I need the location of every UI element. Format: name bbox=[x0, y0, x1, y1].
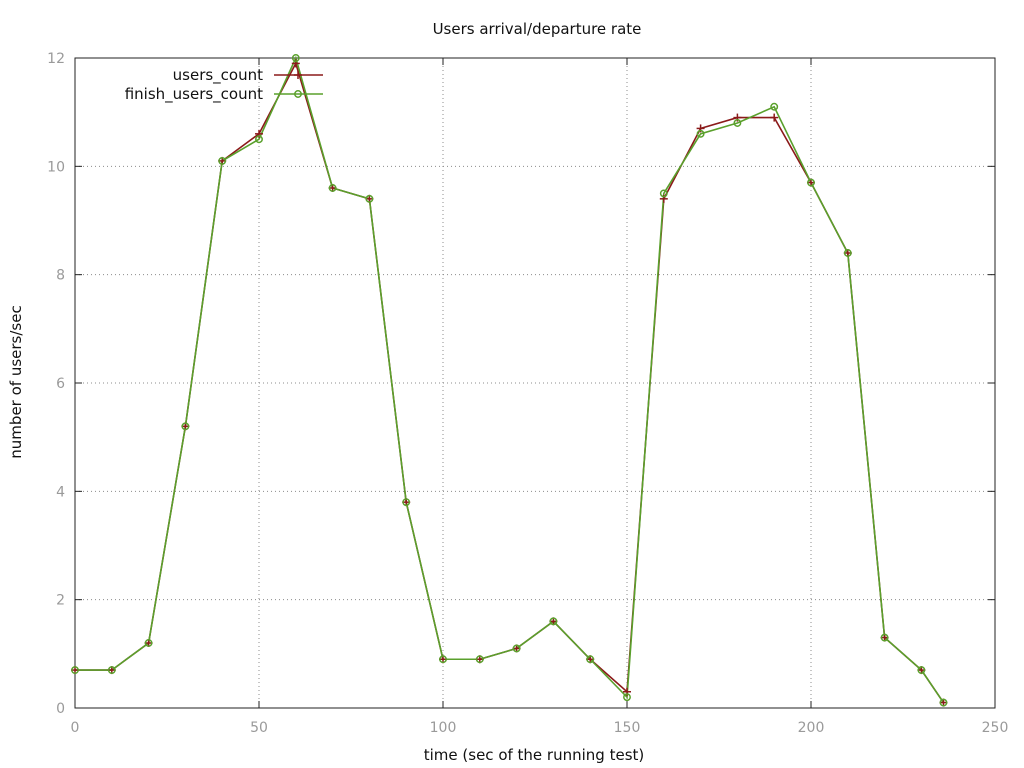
data-point-finish-users-count bbox=[549, 617, 558, 626]
x-tick-label: 250 bbox=[982, 720, 1009, 736]
data-point-finish-users-count bbox=[439, 655, 447, 664]
series-markers bbox=[71, 54, 948, 707]
y-tick-label: 4 bbox=[56, 484, 65, 500]
data-point-finish-users-count bbox=[107, 666, 116, 675]
y-tick-label: 8 bbox=[56, 268, 65, 284]
y-axis-title: number of users/sec bbox=[7, 305, 25, 458]
x-tick-label: 150 bbox=[614, 720, 641, 736]
data-point-finish-users-count bbox=[843, 249, 852, 257]
data-point-finish-users-count bbox=[586, 655, 595, 664]
x-tick-label: 0 bbox=[71, 720, 80, 736]
y-tick-label: 12 bbox=[47, 51, 65, 67]
grid bbox=[75, 58, 995, 708]
data-point-finish-users-count bbox=[696, 129, 705, 138]
data-point-finish-users-count bbox=[939, 698, 948, 707]
data-point-finish-users-count bbox=[181, 422, 190, 431]
x-tick-label: 100 bbox=[430, 720, 457, 736]
data-point-finish-users-count bbox=[880, 633, 889, 642]
data-point-finish-users-count bbox=[365, 194, 374, 203]
data-point-finish-users-count bbox=[917, 666, 926, 675]
data-point-finish-users-count bbox=[144, 639, 153, 647]
legend-marker bbox=[294, 90, 302, 98]
data-point-finish-users-count bbox=[218, 156, 227, 165]
legend-marker bbox=[294, 71, 302, 79]
data-point-finish-users-count bbox=[659, 189, 668, 198]
axis-ticks: 0 50 100 150 200 250 0 2 4 6 8 10 12 bbox=[47, 51, 1008, 736]
legend-label: users_count bbox=[173, 66, 263, 85]
x-tick-label: 50 bbox=[250, 720, 268, 736]
data-point-finish-users-count bbox=[623, 693, 631, 702]
y-tick-label: 0 bbox=[56, 701, 65, 717]
chart-title: Users arrival/departure rate bbox=[433, 20, 642, 38]
data-point-finish-users-count bbox=[733, 119, 742, 127]
data-point-finish-users-count bbox=[291, 54, 300, 62]
data-point-finish-users-count bbox=[770, 102, 779, 111]
data-point-finish-users-count bbox=[512, 644, 521, 653]
legend-label: finish_users_count bbox=[125, 85, 263, 104]
y-tick-label: 10 bbox=[47, 159, 65, 175]
x-tick-label: 200 bbox=[798, 720, 825, 736]
y-tick-label: 2 bbox=[56, 593, 65, 609]
data-point-finish-users-count bbox=[255, 135, 263, 144]
data-point-finish-users-count bbox=[807, 178, 815, 187]
y-tick-label: 6 bbox=[56, 376, 65, 392]
data-point-finish-users-count bbox=[402, 498, 411, 507]
data-point-finish-users-count bbox=[328, 184, 337, 192]
data-point-finish-users-count bbox=[475, 655, 484, 664]
data-point-finish-users-count bbox=[71, 666, 79, 675]
data-point-users-count bbox=[770, 113, 779, 122]
x-axis-title: time (sec of the running test) bbox=[424, 746, 645, 764]
